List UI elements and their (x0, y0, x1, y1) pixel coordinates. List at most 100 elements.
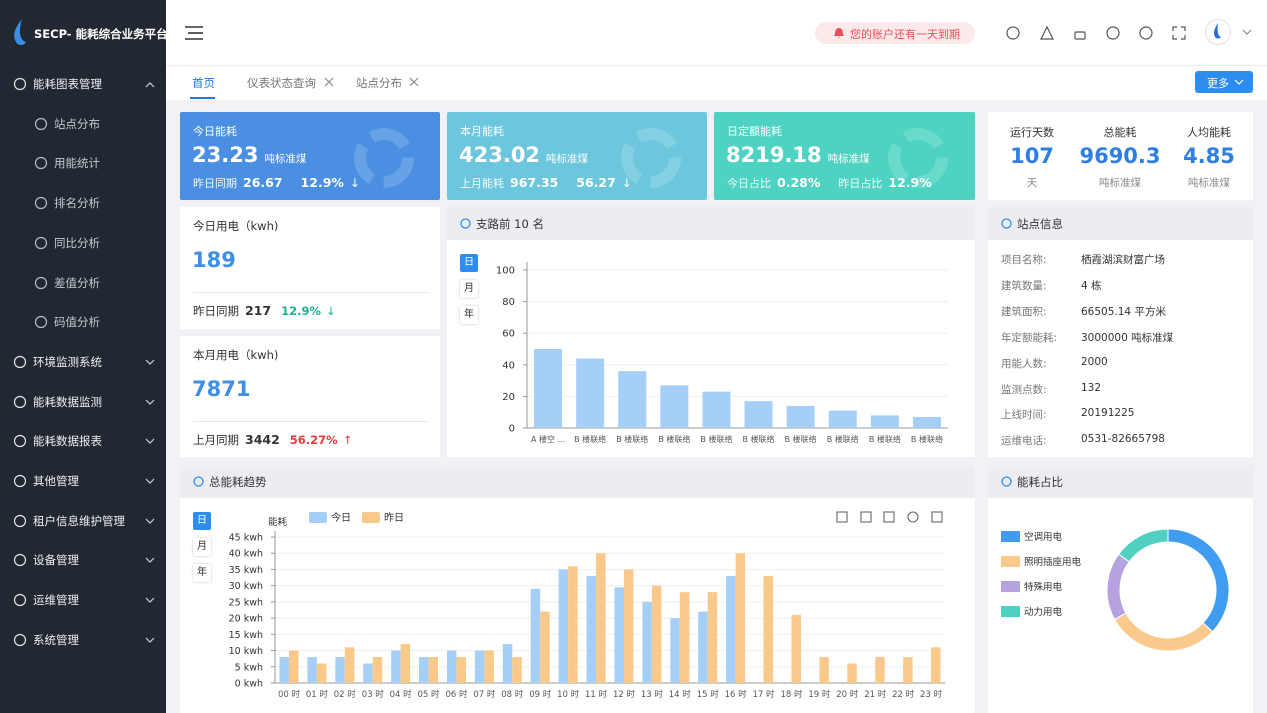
header-icon[interactable] (1172, 26, 1186, 40)
chevron-line (1242, 29, 1252, 35)
y-tick-label: 5 kwh (235, 662, 263, 673)
bar (576, 358, 605, 428)
submenu-item[interactable]: 用能统计 (54, 156, 100, 171)
more-button[interactable]: 更多 (1195, 71, 1253, 93)
tab-close (324, 77, 334, 87)
bar (828, 410, 857, 428)
donut-slice (1117, 528, 1169, 563)
menu-icon (13, 77, 27, 91)
stat-card: 本月能耗 423.02 吨标准煤 上月能耗 967.35 56.27 ↓ (447, 112, 707, 200)
icon-shape (1074, 31, 1086, 40)
bar (568, 566, 578, 683)
bar (931, 647, 941, 683)
tab[interactable]: 站点分布 (356, 76, 402, 90)
period-button[interactable]: 年 (460, 306, 478, 324)
menu-item[interactable]: 运维管理 (33, 593, 79, 608)
bar (618, 371, 647, 428)
card-stats: 昨日同期 26.67 12.9% ↓ (193, 175, 372, 191)
submenu-item[interactable]: 码值分析 (54, 315, 100, 330)
chevron (1242, 29, 1252, 35)
bar (791, 614, 801, 683)
menu-item[interactable]: 能耗数据监测 (33, 394, 102, 409)
submenu-item[interactable]: 站点分布 (54, 116, 100, 131)
menu-item[interactable]: 租户信息维护管理 (33, 513, 125, 528)
period-button[interactable]: 月 (193, 538, 211, 556)
header-icon[interactable] (1106, 26, 1120, 40)
usage-compare: 昨日同期 217 12.9% ↓ (193, 303, 336, 319)
period-button[interactable]: 日 (193, 512, 211, 530)
usage-value: 7871 (192, 377, 251, 401)
x-tick-label: 19 时 (808, 689, 831, 700)
submenu-item[interactable]: 同比分析 (54, 235, 100, 250)
menu-toggle (185, 26, 203, 40)
bar (903, 657, 913, 683)
menu-item[interactable]: 能耗数据报表 (33, 434, 102, 449)
panel-title: 支路前 10 名 (476, 217, 544, 231)
card-decoration (354, 128, 414, 188)
header-icon[interactable] (1040, 25, 1054, 40)
compare-value: 217 (245, 303, 272, 318)
menu-icon (13, 435, 27, 448)
panel-icon-shape (460, 218, 471, 229)
card-title: 今日能耗 (193, 125, 237, 138)
period-button[interactable]: 日 (460, 254, 478, 272)
bar (735, 553, 746, 683)
tab[interactable]: 首页 (192, 76, 215, 90)
close-x (324, 77, 334, 87)
toolbar-icon[interactable] (860, 511, 872, 523)
x-tick-label: 01 时 (306, 689, 329, 700)
legend-label: 空调用电 (1024, 531, 1063, 543)
tab-close (409, 77, 419, 87)
chevron-line (145, 597, 155, 603)
header-icon[interactable] (1139, 26, 1153, 40)
submenu-item[interactable]: 排名分析 (54, 196, 100, 211)
menu-item[interactable]: 其他管理 (33, 474, 79, 488)
y-tick-label: 0 (509, 424, 515, 435)
toolbar-icon[interactable] (883, 511, 895, 523)
menu-icon (13, 633, 27, 646)
tool-shape (931, 511, 943, 523)
toolbar-icon[interactable] (931, 511, 943, 523)
stat-label: 昨日占比 (838, 177, 883, 190)
menu-item[interactable]: 系统管理 (33, 632, 79, 647)
toolbar-icon[interactable] (836, 511, 848, 523)
bar (614, 587, 624, 683)
menu-icon-shape (34, 276, 48, 289)
summary-label: 总能耗 (1103, 126, 1137, 139)
menu-icon-shape (34, 316, 48, 329)
y-tick-label: 20 kwh (229, 614, 263, 625)
menu-icon-shape (13, 554, 27, 567)
menu-icon-shape (34, 196, 48, 210)
bar (288, 650, 299, 683)
toolbar-icon[interactable] (907, 511, 919, 523)
submenu-item[interactable]: 差值分析 (54, 275, 100, 290)
x-tick-label: 06 时 (445, 689, 468, 700)
bell-icon (834, 28, 844, 38)
chevron (145, 82, 155, 88)
y-tick-label: 35 kwh (229, 565, 263, 576)
icon-shape (1040, 25, 1054, 40)
menu-item[interactable]: 环境监测系统 (33, 354, 102, 369)
tab[interactable]: 仪表状态查询 (247, 76, 316, 90)
bar (702, 391, 731, 428)
bar (679, 592, 690, 683)
alert-text: 您的账户还有一天到期 (850, 28, 960, 41)
bar (530, 588, 541, 683)
header-icon[interactable] (1073, 26, 1087, 40)
stat-value: 56.27 (576, 175, 616, 190)
menu-item[interactable]: 设备管理 (33, 553, 79, 568)
tool-shape (883, 511, 895, 523)
summary-value: 9690.3 (1079, 144, 1161, 168)
x-tick-label: B 楼联络 (700, 434, 732, 444)
info-label: 建筑面积: (1001, 305, 1047, 318)
panel-header (988, 207, 1253, 240)
period-button[interactable]: 年 (193, 564, 211, 582)
menu-icon-shape (13, 395, 27, 408)
period-button[interactable]: 月 (460, 280, 478, 298)
x-tick-label: 21 时 (864, 689, 887, 700)
usage-compare: 上月同期 3442 56.27% ↑ (193, 432, 352, 448)
menu-item[interactable]: 能耗图表管理 (33, 77, 102, 91)
header-icon[interactable] (1006, 26, 1020, 40)
icon-shape (1172, 26, 1186, 40)
